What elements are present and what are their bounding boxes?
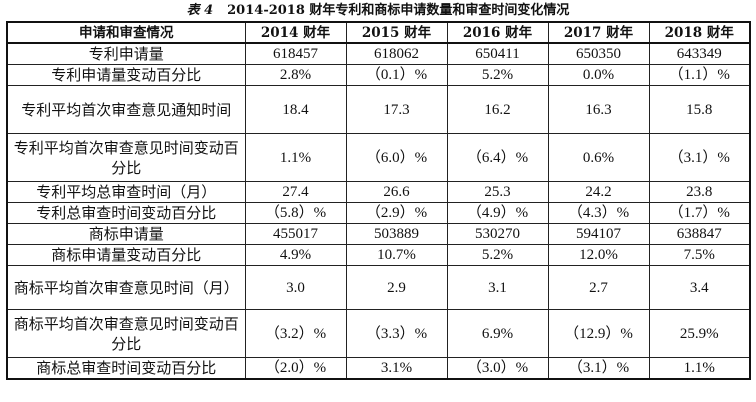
table-cell: 638847 <box>648 223 751 245</box>
data-table: 申请和审查情况 2014 财年 2015 财年 2016 财年 2017 财年 … <box>6 21 751 380</box>
table-cell: 618457 <box>244 42 347 65</box>
table-cell: （2.0）% <box>244 357 347 380</box>
table-cell: （2.9）% <box>345 202 448 224</box>
header-row: 申请和审查情况 2014 财年 2015 财年 2016 财年 2017 财年 … <box>6 21 751 44</box>
row-label: 专利总审查时间变动百分比 <box>6 202 246 224</box>
table-cell: 25.3 <box>446 181 549 203</box>
table-cell: 650411 <box>446 42 549 65</box>
table-cell: 650350 <box>547 42 650 65</box>
row-label: 商标总审查时间变动百分比 <box>6 357 246 380</box>
table-cell: 17.3 <box>345 85 448 134</box>
table-row: 商标申请量变动百分比 4.9% 10.7% 5.2% 12.0% 7.5% <box>6 244 751 266</box>
row-label: 商标平均首次审查意见时间（月） <box>6 265 246 310</box>
table-cell: 3.1 <box>446 265 549 310</box>
row-label: 专利平均总审查时间（月） <box>6 181 246 203</box>
table-row: 专利总审查时间变动百分比 （5.8）% （2.9）% （4.9）% （4.3）%… <box>6 202 751 224</box>
table-cell: 2.9 <box>345 265 448 310</box>
row-label: 商标平均首次审查意见时间变动百分比 <box>6 309 246 358</box>
table-cell: 1.1% <box>648 357 751 380</box>
table-row: 商标平均首次审查意见时间变动百分比 （3.2）% （3.3）% 6.9% （12… <box>6 309 751 358</box>
table-cell: 5.2% <box>446 64 549 86</box>
table-row: 专利申请量 618457 618062 650411 650350 643349 <box>6 42 751 65</box>
table-cell: 3.1% <box>345 357 448 380</box>
header-cell: 2016 财年 <box>446 21 549 44</box>
table-cell: 2.8% <box>244 64 347 86</box>
table-cell: 0.0% <box>547 64 650 86</box>
table-cell: 3.0 <box>244 265 347 310</box>
table-cell: （1.1）% <box>648 64 751 86</box>
table-cell: 5.2% <box>446 244 549 266</box>
table-cell: 10.7% <box>345 244 448 266</box>
header-cell: 2017 财年 <box>547 21 650 44</box>
table-cell: （6.0）% <box>345 133 448 182</box>
table-cell: 1.1% <box>244 133 347 182</box>
table-cell: 25.9% <box>648 309 751 358</box>
table-caption: 表 4 2014-2018 财年专利和商标申请数量和审查时间变化情况 <box>0 0 756 20</box>
table-cell: 594107 <box>547 223 650 245</box>
table-cell: （3.2）% <box>244 309 347 358</box>
table-cell: 3.4 <box>648 265 751 310</box>
table-cell: 618062 <box>345 42 448 65</box>
table-title: 2014-2018 财年专利和商标申请数量和审查时间变化情况 <box>227 3 570 18</box>
table-cell: （3.0）% <box>446 357 549 380</box>
row-label: 专利申请量 <box>6 42 246 65</box>
table-cell: 12.0% <box>547 244 650 266</box>
table-row: 专利平均首次审查意见通知时间 18.4 17.3 16.2 16.3 15.8 <box>6 85 751 134</box>
row-label: 专利申请量变动百分比 <box>6 64 246 86</box>
row-label: 专利平均首次审查意见时间变动百分比 <box>6 133 246 182</box>
table-row: 商标总审查时间变动百分比 （2.0）% 3.1% （3.0）% （3.1）% 1… <box>6 357 751 380</box>
header-cell: 申请和审查情况 <box>6 21 246 44</box>
table-cell: （4.9）% <box>446 202 549 224</box>
header-cell: 2018 财年 <box>648 21 751 44</box>
table-row: 商标平均首次审查意见时间（月） 3.0 2.9 3.1 2.7 3.4 <box>6 265 751 310</box>
table-cell: （5.8）% <box>244 202 347 224</box>
table-cell: （3.3）% <box>345 309 448 358</box>
table-row: 商标申请量 455017 503889 530270 594107 638847 <box>6 223 751 245</box>
table-row: 专利申请量变动百分比 2.8% （0.1）% 5.2% 0.0% （1.1）% <box>6 64 751 86</box>
table-cell: 26.6 <box>345 181 448 203</box>
table-cell: 27.4 <box>244 181 347 203</box>
table-cell: （4.3）% <box>547 202 650 224</box>
table-row: 专利平均首次审查意见时间变动百分比 1.1% （6.0）% （6.4）% 0.6… <box>6 133 751 182</box>
row-label: 专利平均首次审查意见通知时间 <box>6 85 246 134</box>
table-cell: （3.1）% <box>547 357 650 380</box>
table-cell: （1.7）% <box>648 202 751 224</box>
table-cell: 16.3 <box>547 85 650 134</box>
table-cell: 503889 <box>345 223 448 245</box>
table-cell: 455017 <box>244 223 347 245</box>
table-cell: （3.1）% <box>648 133 751 182</box>
header-cell: 2014 财年 <box>244 21 347 44</box>
table-row: 专利平均总审查时间（月） 27.4 26.6 25.3 24.2 23.8 <box>6 181 751 203</box>
table-cell: 0.6% <box>547 133 650 182</box>
row-label: 商标申请量 <box>6 223 246 245</box>
header-cell: 2015 财年 <box>345 21 448 44</box>
table-cell: 643349 <box>648 42 751 65</box>
table-cell: 24.2 <box>547 181 650 203</box>
row-label: 商标申请量变动百分比 <box>6 244 246 266</box>
table-cell: （6.4）% <box>446 133 549 182</box>
table-cell: 2.7 <box>547 265 650 310</box>
table-cell: 23.8 <box>648 181 751 203</box>
table-cell: 15.8 <box>648 85 751 134</box>
table-label: 表 4 <box>186 3 214 18</box>
table-cell: （12.9）% <box>547 309 650 358</box>
table-cell: 4.9% <box>244 244 347 266</box>
table-cell: 6.9% <box>446 309 549 358</box>
table-cell: 7.5% <box>648 244 751 266</box>
table-cell: （0.1）% <box>345 64 448 86</box>
table-cell: 530270 <box>446 223 549 245</box>
table-cell: 18.4 <box>244 85 347 134</box>
table-cell: 16.2 <box>446 85 549 134</box>
